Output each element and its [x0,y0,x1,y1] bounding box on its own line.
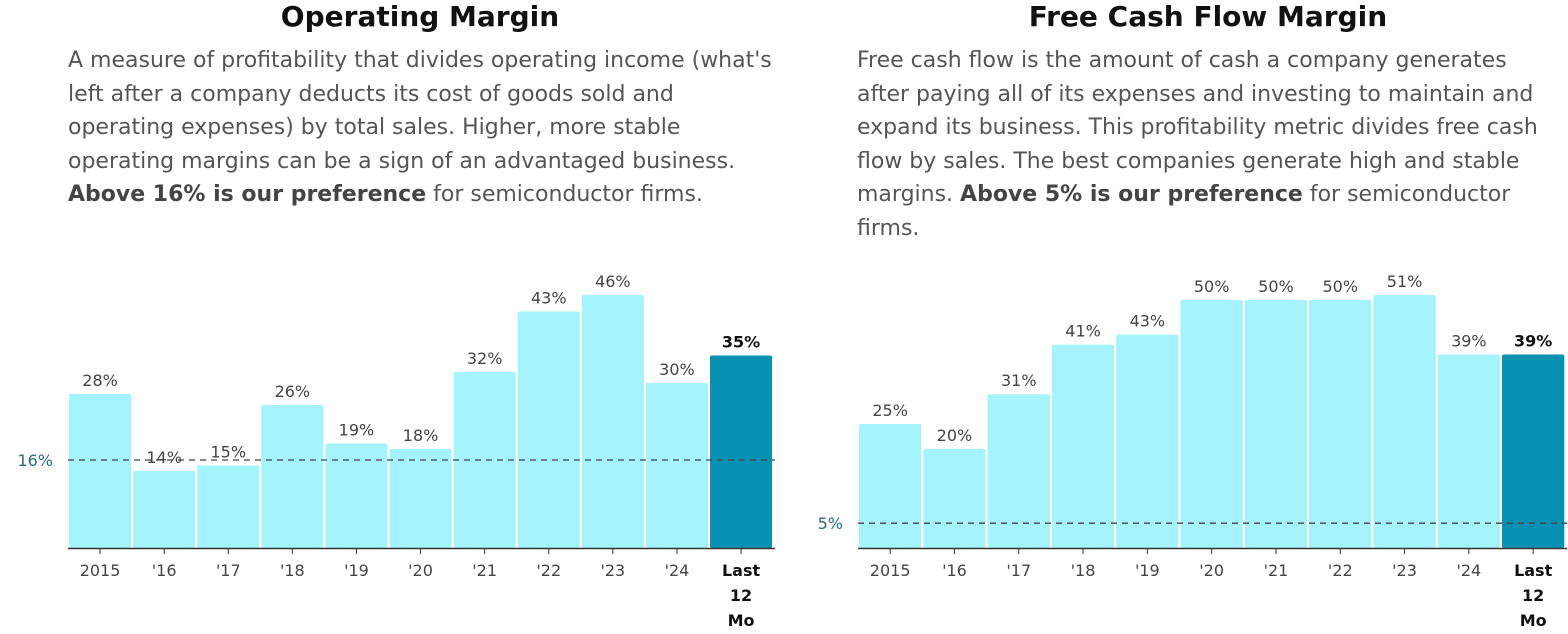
bar-3 [1051,344,1115,548]
bar-6 [1244,299,1308,548]
operating-margin-panel: Operating Margin A measure of profitabil… [17,0,780,630]
value-label-4: 19% [339,421,375,440]
tick-label-3: '18 [280,561,305,580]
bar-6 [453,372,516,548]
tick-label-5: '20 [1199,561,1224,580]
description-bold: Above 16% is our preference [68,182,427,207]
description-text: Free cash flow is the amount of cash a c… [857,48,1538,207]
value-label-4: 43% [1130,312,1166,331]
description-bold: Above 5% is our preference [960,182,1303,207]
tick-label-2: '17 [216,561,241,580]
bar-5 [1180,299,1243,548]
value-label-1: 20% [937,426,973,445]
fcf-margin-title: Free Cash Flow Margin [1028,0,1388,33]
tick-label-6: '21 [1264,561,1289,580]
tick-label-0: 2015 [80,561,121,580]
tick-label-6: '21 [472,561,497,580]
fcf-margin-chart: 25% 2015 20% '16 31% '17 41% '18 43% '19 50% '20 50%… [818,272,1568,630]
value-label-9: 39% [1451,332,1487,351]
value-label-8: 51% [1387,272,1423,291]
tick-label-5: '20 [408,561,433,580]
bar-10 [1502,354,1565,548]
tick-label-4: '19 [344,561,369,580]
value-label-6: 32% [467,349,503,368]
fcf-margin-panel: Free Cash Flow Margin Free cash flow is … [790,0,1568,634]
value-label-7: 50% [1322,277,1358,296]
tick-label-1: '16 [942,561,967,580]
bar-9 [1437,354,1500,548]
value-label-9: 30% [659,360,695,379]
value-label-1: 14% [146,448,182,467]
operating-margin-chart: 28% 2015 14% '16 15% '17 26% '18 19% '19 18% '20 32%… [17,272,776,630]
bar-0 [859,423,922,548]
value-label-3: 41% [1065,322,1101,341]
reference-line-label: 5% [818,514,843,533]
tick-label-10: Last [1514,561,1553,580]
tick-label-8: '23 [600,561,625,580]
description-tail: for semiconductor firms. [426,182,703,207]
tick-label-4: '19 [1135,561,1160,580]
value-label-3: 26% [275,382,311,401]
bar-8 [1373,295,1436,548]
bar-7 [1309,299,1372,548]
value-label-10: 39% [1514,332,1552,351]
bar-3 [261,405,324,548]
bar-4 [1116,334,1179,548]
reference-line-label: 16% [17,451,53,470]
value-label-6: 50% [1258,277,1294,296]
value-label-0: 25% [872,401,908,420]
value-label-5: 18% [403,426,439,445]
tick-label-7: '22 [1328,561,1353,580]
fcf-margin-description: Free cash flow is the amount of cash a c… [857,44,1547,245]
bar-1 [133,471,196,548]
tick-label-10: 12 [730,586,752,605]
tick-label-10: 12 [1522,586,1544,605]
tick-label-10: Last [722,561,761,580]
tick-label-3: '18 [1071,561,1096,580]
value-label-8: 46% [595,272,631,291]
bar-9 [645,383,708,548]
tick-label-1: '16 [152,561,177,580]
tick-label-0: 2015 [870,561,911,580]
bar-1 [923,448,986,548]
operating-margin-title: Operating Margin [280,0,560,33]
tick-label-9: '24 [665,561,690,580]
bar-2 [987,394,1050,548]
tick-label-9: '24 [1456,561,1481,580]
tick-label-2: '17 [1006,561,1031,580]
bar-10 [710,355,773,548]
bar-2 [197,465,260,548]
bar-5 [389,449,452,548]
bar-0 [69,394,132,548]
tick-label-10: Mo [1520,611,1547,630]
value-label-7: 43% [531,289,567,308]
value-label-5: 50% [1194,277,1230,296]
tick-label-10: Mo [728,611,755,630]
bar-7 [517,311,580,548]
value-label-2: 31% [1001,371,1037,390]
bar-4 [325,443,388,548]
tick-label-7: '22 [536,561,561,580]
value-label-10: 35% [722,333,760,352]
value-label-0: 28% [82,371,118,390]
operating-margin-description: A measure of profitability that divides … [68,44,780,212]
description-text: A measure of profitability that divides … [68,48,772,174]
value-label-2: 15% [210,443,246,462]
description-tail: for semiconductor firms. [857,182,1511,241]
tick-label-8: '23 [1392,561,1417,580]
bar-8 [581,295,644,548]
